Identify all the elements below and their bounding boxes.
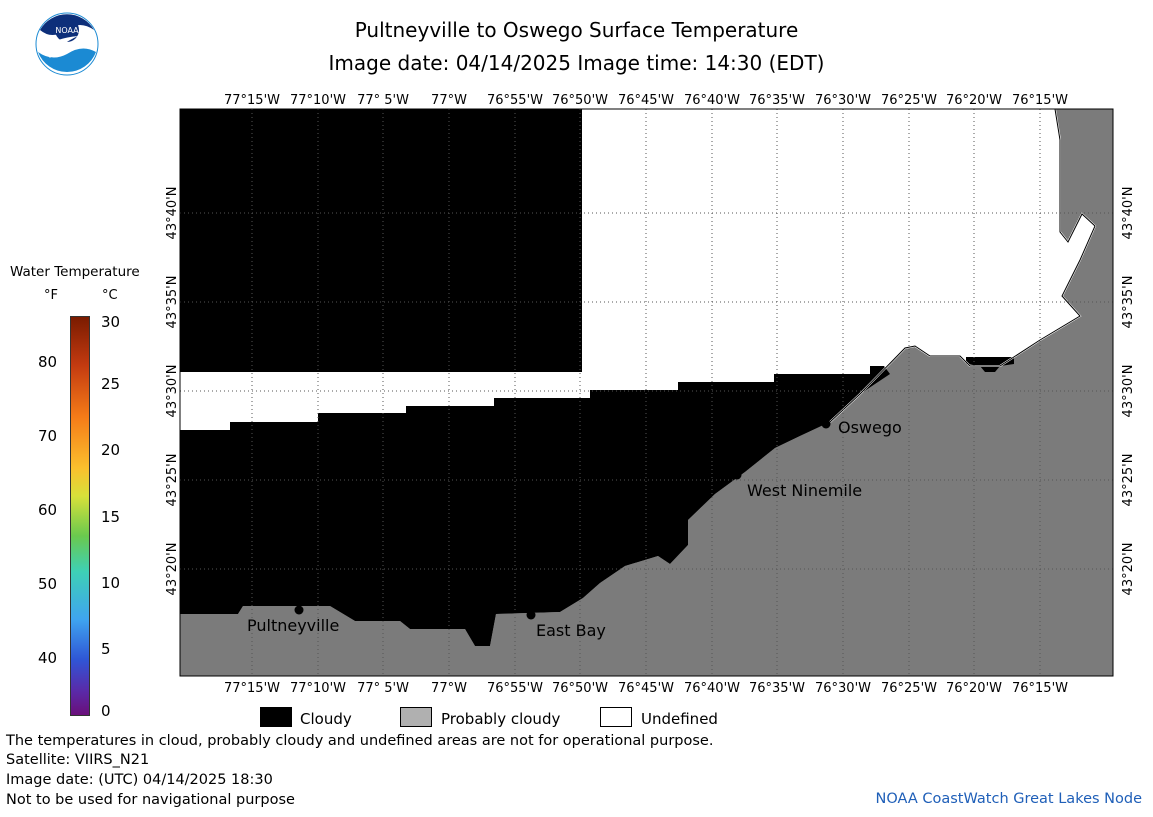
- longitude-label: 77°10'W: [290, 681, 346, 696]
- celsius-tick-label: 0: [101, 702, 111, 720]
- celsius-tick-label: 30: [101, 313, 121, 331]
- legend-probably-cloudy-swatch: [400, 707, 432, 727]
- latitude-label: 43°30'N: [1121, 365, 1136, 418]
- latitude-labels-left: 43°40'N 43°35'N 43°30'N 43°25'N 43°20'N: [165, 187, 180, 596]
- celsius-tick-label: 15: [101, 508, 121, 526]
- latitude-label: 43°30'N: [165, 365, 180, 418]
- latitude-label: 43°20'N: [165, 543, 180, 596]
- longitude-labels-bottom: 77°15'W 77°10'W 77° 5'W 77°W 76°55'W 76°50'W 7…: [224, 681, 1068, 696]
- fahrenheit-tick-label: 70: [38, 427, 58, 445]
- latitude-label: 43°40'N: [1121, 187, 1136, 240]
- longitude-label: 76°25'W: [881, 681, 937, 696]
- map-title: Pultneyville to Oswego Surface Temperatu…: [354, 18, 799, 42]
- unit-fahrenheit: °F: [44, 288, 58, 303]
- longitude-label: 76°15'W: [1012, 93, 1068, 108]
- place-marker-dot: [732, 470, 742, 480]
- latitude-label: 43°25'N: [165, 454, 180, 507]
- fahrenheit-tick-label: 50: [38, 575, 58, 593]
- longitude-label: 76°40'W: [684, 93, 740, 108]
- celsius-tick-label: 10: [101, 574, 121, 592]
- graticule: [180, 109, 1113, 676]
- longitude-label: 76°50'W: [552, 93, 608, 108]
- map-border: [179, 108, 1114, 677]
- latitude-label: 43°40'N: [165, 187, 180, 240]
- shoreline-dark: [829, 108, 1096, 423]
- navigation-warning: Not to be used for navigational purpose: [6, 792, 295, 808]
- credit-text: NOAA CoastWatch Great Lakes Node: [875, 791, 1142, 807]
- place-label: East Bay: [536, 621, 606, 640]
- fahrenheit-tick-label: 60: [38, 501, 58, 519]
- celsius-tick-label: 20: [101, 441, 121, 459]
- cloudy-area-lake: [180, 366, 890, 646]
- longitude-labels-top: 77°15'W 77°10'W 77° 5'W 77°W 76°55'W 76°50'W 7…: [224, 93, 1068, 108]
- longitude-label: 76°30'W: [815, 93, 871, 108]
- longitude-label: 76°15'W: [1012, 681, 1068, 696]
- longitude-label: 76°45'W: [618, 681, 674, 696]
- svg-text:NOAA: NOAA: [55, 26, 79, 35]
- temperature-colorbar: [70, 316, 90, 716]
- longitude-label: 76°55'W: [487, 93, 543, 108]
- noaa-logo: NOAA: [35, 12, 99, 76]
- place-label: Oswego: [838, 418, 902, 437]
- latitude-label: 43°25'N: [1121, 454, 1136, 507]
- cloudy-patch: [966, 357, 1014, 372]
- longitude-label: 77°W: [431, 93, 467, 108]
- longitude-label: 76°35'W: [749, 681, 805, 696]
- legend-undefined-swatch: [600, 707, 632, 727]
- place-marker-dot: [821, 419, 831, 429]
- longitude-label: 76°20'W: [946, 93, 1002, 108]
- utc-date-text: Image date: (UTC) 04/14/2025 18:30: [6, 772, 273, 788]
- longitude-label: 77°15'W: [224, 93, 280, 108]
- longitude-label: 76°20'W: [946, 681, 1002, 696]
- scale-title: Water Temperature: [10, 264, 140, 280]
- place-marker-dot: [294, 605, 304, 615]
- celsius-tick-label: 5: [101, 640, 111, 658]
- legend-probably-cloudy-label: Probably cloudy: [441, 710, 561, 728]
- celsius-tick-label: 25: [101, 375, 121, 393]
- longitude-label: 76°35'W: [749, 93, 805, 108]
- legend-undefined-label: Undefined: [641, 710, 718, 728]
- longitude-label: 77° 5'W: [357, 93, 409, 108]
- longitude-label: 76°50'W: [552, 681, 608, 696]
- fahrenheit-tick-label: 80: [38, 353, 58, 371]
- cloudy-area: [180, 109, 582, 372]
- longitude-label: 77°W: [431, 681, 467, 696]
- place-marker-dot: [526, 610, 536, 620]
- place-label: West Ninemile: [747, 481, 862, 500]
- place-label: Pultneyville: [247, 616, 339, 635]
- unit-celsius: °C: [102, 288, 118, 303]
- legend-cloudy-swatch: [260, 707, 292, 727]
- latitude-labels-right: 43°40'N 43°35'N 43°30'N 43°25'N 43°20'N: [1121, 187, 1136, 596]
- legend-cloudy-label: Cloudy: [300, 710, 352, 728]
- place-markers: Oswego West Ninemile Pultneyville East Bay: [247, 418, 902, 640]
- longitude-label: 76°30'W: [815, 681, 871, 696]
- longitude-label: 77°10'W: [290, 93, 346, 108]
- longitude-label: 77°15'W: [224, 681, 280, 696]
- longitude-label: 76°40'W: [684, 681, 740, 696]
- latitude-label: 43°35'N: [165, 276, 180, 329]
- probably-cloudy-area: [180, 109, 1113, 676]
- latitude-label: 43°35'N: [1121, 276, 1136, 329]
- disclaimer-text: The temperatures in cloud, probably clou…: [6, 733, 714, 749]
- longitude-label: 76°55'W: [487, 681, 543, 696]
- fahrenheit-tick-label: 40: [38, 649, 58, 667]
- map-panel: [179, 108, 1114, 677]
- image-date-time: Image date: 04/14/2025 Image time: 14:30…: [328, 51, 825, 75]
- satellite-text: Satellite: VIIRS_N21: [6, 752, 150, 768]
- longitude-label: 76°45'W: [618, 93, 674, 108]
- longitude-label: 76°25'W: [881, 93, 937, 108]
- latitude-label: 43°20'N: [1121, 543, 1136, 596]
- longitude-label: 77° 5'W: [357, 681, 409, 696]
